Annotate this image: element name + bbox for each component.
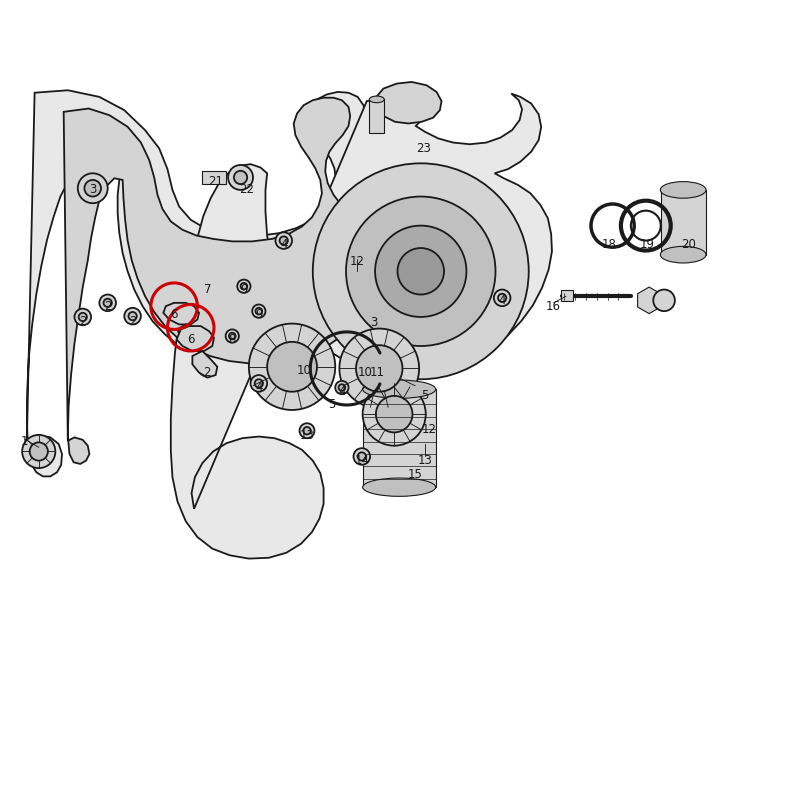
Circle shape [199,360,216,377]
Bar [202,170,226,184]
Circle shape [313,163,529,379]
Circle shape [335,381,349,394]
Circle shape [255,308,262,314]
Circle shape [254,379,263,387]
Circle shape [22,435,55,468]
Text: 4: 4 [255,381,262,394]
Bar [561,290,573,301]
Text: 5: 5 [328,398,335,410]
Circle shape [654,290,675,311]
Circle shape [498,294,506,302]
Text: 2: 2 [104,300,111,313]
Circle shape [30,442,48,461]
Polygon shape [27,90,381,477]
Text: 13: 13 [299,430,314,442]
Text: 3: 3 [370,316,377,330]
Bar [370,99,384,133]
Circle shape [252,305,266,318]
Text: 13: 13 [418,454,432,467]
Text: 5: 5 [422,390,429,402]
Text: 7: 7 [203,283,211,296]
Text: 4: 4 [280,238,287,251]
Circle shape [250,375,267,392]
Polygon shape [177,326,214,351]
Ellipse shape [362,478,436,496]
Text: 18: 18 [602,238,617,251]
Circle shape [78,174,108,203]
Text: 15: 15 [407,468,422,482]
Text: 8: 8 [229,333,236,346]
Text: 22: 22 [239,183,254,196]
Text: 9: 9 [255,308,262,321]
Circle shape [129,312,137,320]
Text: 2: 2 [79,314,86,328]
Circle shape [275,232,292,249]
Text: 2: 2 [203,366,211,379]
Ellipse shape [660,246,706,263]
Circle shape [226,330,239,342]
Circle shape [249,323,335,410]
Text: 3: 3 [89,183,97,196]
Text: 14: 14 [354,454,370,467]
Text: 16: 16 [546,300,561,313]
Text: 2: 2 [129,314,136,328]
Circle shape [375,226,466,317]
Text: 20: 20 [682,238,697,251]
Circle shape [279,237,288,245]
Text: 6: 6 [187,333,194,346]
Text: 4: 4 [498,294,506,307]
Circle shape [203,364,211,373]
Circle shape [299,423,314,438]
Text: 4: 4 [338,385,346,398]
Circle shape [228,165,253,190]
Circle shape [346,197,495,346]
Bar [362,390,436,487]
Circle shape [339,329,419,408]
Circle shape [354,448,370,465]
Text: 6: 6 [170,308,178,321]
Circle shape [303,427,310,434]
Ellipse shape [660,182,706,198]
Bar [661,190,706,254]
Polygon shape [64,98,370,464]
Polygon shape [178,325,202,350]
Text: 11: 11 [370,366,384,379]
Polygon shape [163,303,199,325]
Circle shape [267,342,317,392]
Text: 1: 1 [21,435,28,448]
Polygon shape [374,82,442,123]
Circle shape [99,294,116,311]
Text: 21: 21 [208,175,223,188]
Text: 10: 10 [358,366,373,379]
Ellipse shape [362,380,436,398]
Circle shape [78,313,87,321]
Circle shape [356,345,402,392]
Circle shape [229,333,235,339]
Circle shape [362,382,426,446]
Circle shape [234,170,247,184]
Text: 12: 12 [422,422,437,435]
Circle shape [124,308,141,325]
Text: 23: 23 [416,142,430,155]
Circle shape [358,452,366,461]
Ellipse shape [370,96,384,102]
Circle shape [338,384,345,391]
Polygon shape [192,351,218,378]
Circle shape [494,290,510,306]
Circle shape [85,180,101,197]
Text: 19: 19 [640,238,655,251]
Circle shape [241,283,247,290]
Circle shape [376,396,413,432]
Text: 9: 9 [240,283,248,296]
Circle shape [103,298,112,307]
Circle shape [74,309,91,326]
Circle shape [398,248,444,294]
Text: 12: 12 [350,255,364,268]
Polygon shape [170,93,552,558]
Circle shape [238,279,250,293]
Text: 10: 10 [297,365,312,378]
